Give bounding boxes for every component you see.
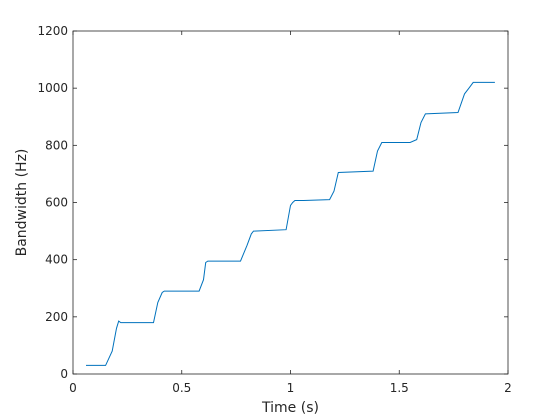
- y-tick-label: 600: [45, 196, 68, 210]
- y-tick-label: 0: [60, 367, 68, 381]
- y-tick-label: 800: [45, 138, 68, 152]
- x-tick-label: 0: [69, 381, 77, 395]
- x-axis-ticks: 0 0.5 1 1.5 2: [69, 31, 512, 395]
- x-tick-label: 2: [504, 381, 512, 395]
- x-tick-label: 1: [287, 381, 295, 395]
- y-axis-label: Bandwidth (Hz): [14, 149, 30, 257]
- y-tick-label: 400: [45, 253, 68, 267]
- x-tick-label: 0.5: [172, 381, 191, 395]
- y-tick-label: 1000: [37, 81, 68, 95]
- series-line: [86, 81, 495, 366]
- plot-area-background: [73, 31, 508, 374]
- x-axis-label: Time (s): [261, 400, 319, 416]
- y-axis-ticks: 0 200 400 600 800 1000 1200: [37, 24, 508, 381]
- y-tick-label: 200: [45, 310, 68, 324]
- y-tick-label: 1200: [37, 24, 68, 38]
- x-tick-label: 1.5: [390, 381, 409, 395]
- data-marks: [86, 81, 495, 366]
